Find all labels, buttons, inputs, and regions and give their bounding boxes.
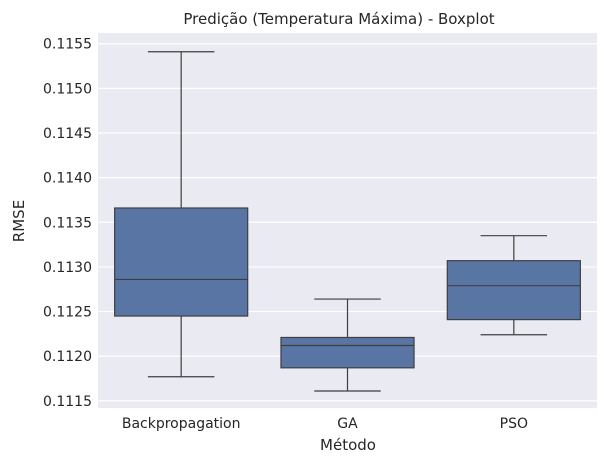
y-tick-label: 0.1145: [43, 126, 92, 142]
box-pso: [446, 235, 581, 336]
x-tick-label: PSO: [500, 416, 528, 432]
iqr-box: [446, 260, 581, 321]
y-tick-label: 0.1135: [43, 215, 92, 231]
box-ga: [280, 298, 415, 392]
y-tick-label: 0.1140: [43, 171, 92, 187]
x-tick-label: GA: [337, 416, 358, 432]
x-tick-labels: Backpropagation GA PSO: [122, 416, 528, 432]
boxes: [114, 51, 581, 392]
x-tick-label: Backpropagation: [122, 416, 241, 432]
chart-title: Predição (Temperatura Máxima) - Boxplot: [183, 10, 494, 28]
y-tick-label: 0.1130: [43, 260, 92, 276]
iqr-box: [280, 336, 415, 369]
y-tick-label: 0.1150: [43, 81, 92, 97]
y-tick-label: 0.1155: [43, 37, 92, 53]
box-backpropagation: [114, 51, 249, 378]
y-tick-label: 0.1125: [43, 305, 92, 321]
y-axis-label: RMSE: [10, 200, 28, 242]
y-tick-label: 0.1120: [43, 349, 92, 365]
iqr-box: [114, 207, 249, 317]
y-tick-labels: 0.1115 0.1120 0.1125 0.1130 0.1135 0.1140 0.11…: [43, 37, 92, 410]
x-axis-label: Método: [320, 436, 376, 454]
y-tick-label: 0.1115: [43, 394, 92, 410]
